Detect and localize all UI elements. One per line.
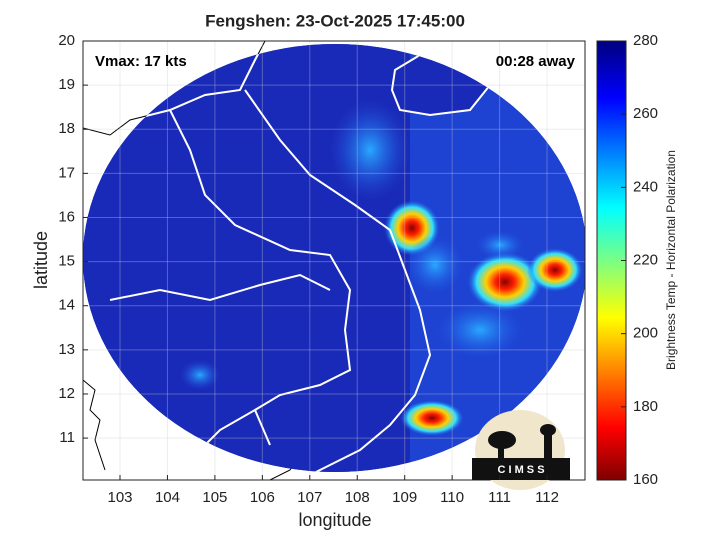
plot-frame bbox=[82, 40, 586, 481]
y-tick-label: 13 bbox=[58, 341, 75, 358]
x-tick-label: 112 bbox=[535, 489, 559, 506]
y-tick-label: 17 bbox=[58, 164, 75, 181]
colorbar-tick-label: 220 bbox=[633, 251, 658, 268]
y-axis-label: latitude bbox=[31, 231, 51, 289]
chart-title: Fengshen: 23-Oct-2025 17:45:00 bbox=[205, 11, 465, 30]
y-tick-label: 11 bbox=[59, 429, 75, 446]
colorbar-tick-label: 160 bbox=[633, 471, 658, 488]
colorbar-tick-label: 180 bbox=[633, 398, 658, 415]
x-tick-label: 110 bbox=[440, 489, 464, 506]
x-tick-label: 103 bbox=[107, 489, 132, 506]
annotation: 00:28 away bbox=[496, 53, 576, 70]
y-tick-label: 18 bbox=[58, 120, 75, 137]
x-tick-label: 104 bbox=[155, 489, 180, 506]
y-tick-label: 14 bbox=[58, 297, 75, 314]
x-tick-label: 111 bbox=[488, 489, 511, 506]
x-tick-label: 106 bbox=[250, 489, 275, 506]
logo-text: C I M S S bbox=[497, 464, 544, 476]
y-tick-label: 19 bbox=[58, 76, 75, 93]
y-tick-label: 16 bbox=[58, 208, 75, 225]
x-tick-label: 109 bbox=[392, 489, 417, 506]
colorbar-tick-label: 240 bbox=[633, 178, 658, 195]
x-tick-label: 105 bbox=[202, 489, 227, 506]
y-tick-label: 15 bbox=[58, 253, 75, 270]
y-tick-label: 20 bbox=[58, 32, 75, 49]
y-tick-label: 12 bbox=[58, 385, 75, 402]
colorbar-label: Brightness Temp - Horizontal Polarizatio… bbox=[664, 150, 678, 370]
logo: C I M S S bbox=[472, 410, 570, 490]
colorbar-tick-label: 260 bbox=[633, 105, 658, 122]
x-tick-label: 108 bbox=[345, 489, 370, 506]
x-tick-label: 107 bbox=[297, 489, 322, 506]
colorbar-tick-label: 280 bbox=[633, 32, 658, 49]
annotation: Vmax: 17 kts bbox=[95, 53, 187, 70]
grid bbox=[83, 40, 585, 480]
colorbar-tick-label: 200 bbox=[633, 325, 658, 342]
map-image bbox=[83, 41, 585, 480]
x-axis-label: longitude bbox=[298, 510, 371, 530]
